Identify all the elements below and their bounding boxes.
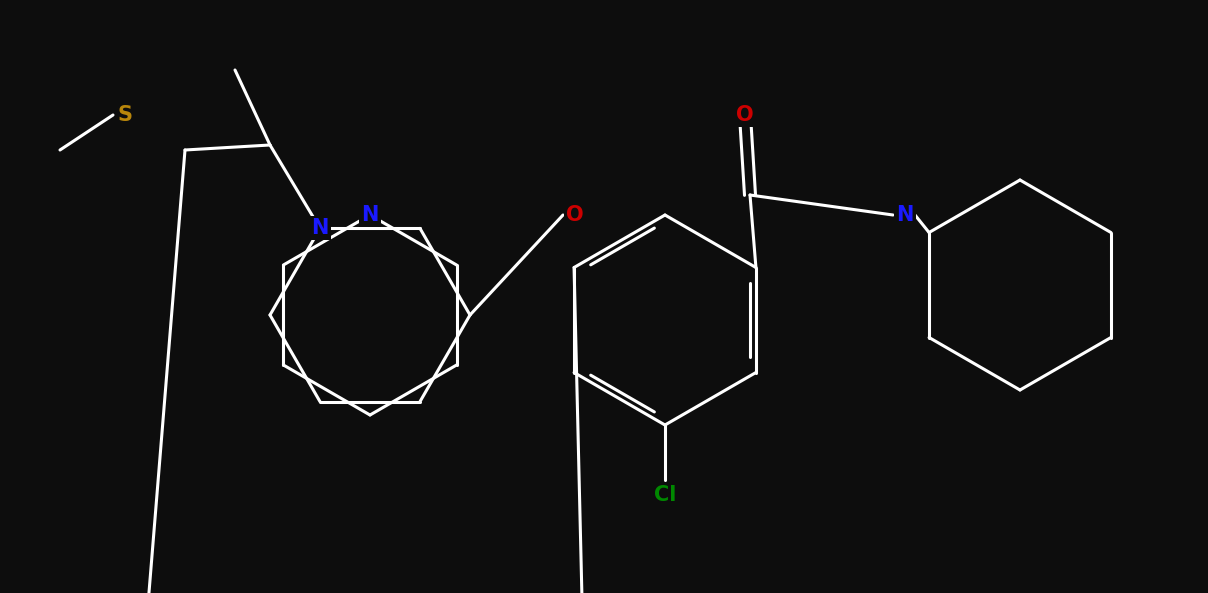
Text: N: N	[312, 218, 329, 238]
Text: N: N	[896, 205, 913, 225]
Text: N: N	[361, 205, 378, 225]
Text: O: O	[736, 105, 754, 125]
Text: O: O	[567, 205, 583, 225]
Text: Cl: Cl	[654, 485, 676, 505]
Text: S: S	[117, 105, 133, 125]
